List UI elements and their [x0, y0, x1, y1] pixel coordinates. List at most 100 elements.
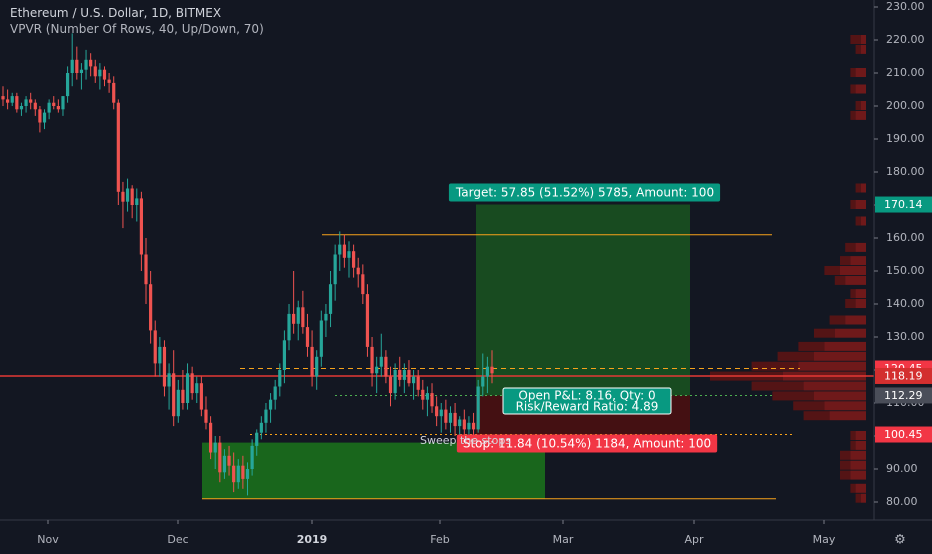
stop-label[interactable]: Stop: 11.84 (10.54%) 1184, Amount: 100 [456, 434, 718, 453]
candle-body [370, 346, 374, 374]
volume-profile-bar-up [850, 84, 856, 94]
volume-profile-bar-down [860, 216, 866, 226]
candle-body [287, 313, 291, 341]
price-tick-label: 80.00 [886, 495, 918, 508]
price-badge-label: 100.45 [884, 428, 923, 441]
volume-profile-bar-down [860, 44, 866, 54]
candle-body [79, 69, 84, 73]
price-badge [875, 426, 932, 443]
volume-profile-bar-up [845, 242, 856, 252]
volume-profile-bar-down [840, 266, 866, 275]
candle-body [107, 79, 111, 83]
volume-profile-bar-down [855, 84, 866, 94]
price-tick-label: 200.00 [886, 99, 925, 112]
pnl-box-bg [502, 387, 672, 415]
price-badge-label: 118.19 [884, 369, 923, 382]
candle-body [227, 455, 231, 466]
candle-body [181, 389, 185, 403]
candle-body [176, 389, 180, 417]
symbol-legend[interactable]: Ethereum / U.S. Dollar, 1D, BITMEX [10, 6, 222, 20]
candle-body [421, 389, 425, 400]
volume-profile-bar-up [845, 299, 856, 308]
candle-body [338, 244, 342, 255]
price-badge [875, 196, 932, 213]
candle-body [245, 469, 250, 479]
volume-profile-bar-down [855, 483, 866, 493]
volume-profile-bar-down [824, 341, 866, 351]
candle-body [185, 373, 190, 403]
candle-body [471, 422, 476, 430]
price-axis-bg [874, 0, 932, 550]
candle-body [162, 346, 167, 387]
price-badge [875, 367, 932, 384]
candle-body [407, 370, 411, 384]
target-label-text: Target: 57.85 (51.52%) 5785, Amount: 100 [455, 186, 714, 200]
volume-profile-bar-down [814, 351, 866, 361]
candle-body [264, 409, 268, 423]
candle-body [149, 284, 153, 331]
volume-profile-bar-up [855, 216, 861, 226]
volume-profile-bar-up [814, 328, 835, 338]
volume-profile-bar-down [850, 470, 866, 480]
price-tick-label: 90.00 [886, 462, 918, 475]
volume-profile-bar-up [855, 101, 861, 110]
candle-body [448, 412, 453, 423]
candle-body [70, 59, 74, 73]
candle-body [195, 383, 199, 394]
candle-body [144, 254, 148, 285]
candle-body [121, 191, 125, 202]
candle-body [130, 188, 134, 205]
time-tick-label: Mar [553, 533, 574, 546]
candle-body [444, 409, 448, 423]
candle-body [379, 356, 383, 367]
volume-profile-bar-up [772, 391, 814, 401]
candle-body [172, 373, 176, 417]
candle-body [125, 188, 130, 202]
volume-profile-bar-down [860, 493, 866, 503]
candle-body [342, 244, 346, 258]
candle-body [75, 59, 79, 73]
candle-body [393, 370, 397, 394]
volume-profile-bar-down [855, 440, 866, 450]
candle-body [462, 419, 466, 430]
volume-profile-bar-up [798, 341, 825, 351]
candle-body [315, 356, 319, 377]
candle-body [241, 465, 245, 479]
candle-body [305, 327, 310, 347]
candle-body [102, 69, 107, 80]
volume-profile-bar-up [840, 460, 851, 470]
volume-profile-bar-up [751, 361, 799, 371]
target-label[interactable]: Target: 57.85 (51.52%) 5785, Amount: 100 [448, 183, 721, 202]
candle-body [319, 320, 323, 357]
candle-body [19, 106, 24, 110]
indicator-legend[interactable]: VPVR (Number Of Rows, 40, Up/Down, 70) [10, 22, 264, 36]
volume-profile-bar-up [855, 183, 861, 193]
candle-body [1, 96, 5, 100]
candle-body [89, 59, 93, 67]
price-tick-label: 230.00 [886, 0, 925, 13]
volume-profile-bar-down [850, 256, 866, 266]
candle-body [98, 69, 102, 77]
target-zone [476, 204, 690, 396]
candle-body [190, 373, 194, 394]
candle-body [222, 455, 227, 473]
volume-profile-bar-down [845, 275, 866, 285]
candle-body [135, 198, 139, 205]
candle-body [435, 406, 439, 417]
candle-body [490, 366, 494, 374]
volume-profile-bar-down [855, 299, 866, 308]
price-tick-label: 220.00 [886, 33, 925, 46]
candle-body [430, 393, 434, 407]
candle-body [65, 73, 70, 97]
candle-body [93, 66, 97, 77]
volume-profile-bar-down [855, 242, 866, 252]
candle-body [425, 393, 430, 400]
candle-body [361, 274, 365, 295]
volume-profile-bar-up [829, 315, 846, 325]
candle-body [458, 419, 462, 427]
candle-body [116, 102, 120, 192]
candle-body [278, 370, 282, 387]
